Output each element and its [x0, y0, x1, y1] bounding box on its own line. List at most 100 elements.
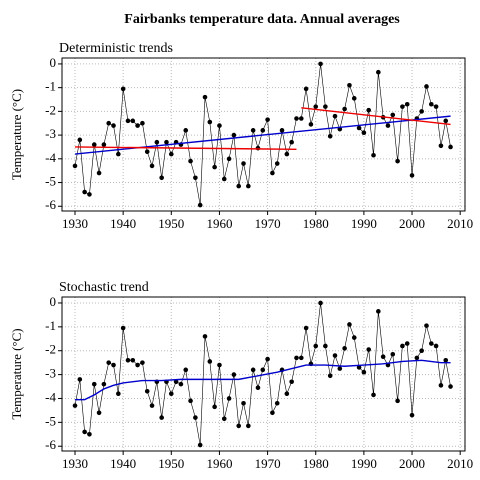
data-point: [197, 202, 203, 208]
data-point: [376, 309, 381, 314]
data-point: [409, 173, 415, 178]
y-tick-label: -5: [45, 174, 56, 189]
data-point: [96, 410, 102, 416]
data-point: [303, 325, 309, 331]
data-point: [270, 410, 275, 416]
data-point: [120, 86, 126, 92]
y-axis-label: Temperature (°C): [9, 328, 24, 419]
data-point: [111, 362, 116, 368]
data-point: [404, 341, 410, 346]
data-point: [159, 415, 164, 420]
data-point: [404, 101, 410, 107]
data-point: [202, 334, 208, 339]
data-point: [135, 362, 140, 368]
data-point: [111, 123, 116, 128]
data-point: [274, 400, 280, 406]
data-point: [419, 109, 424, 114]
x-tick-label: 2010: [447, 456, 473, 471]
data-point: [448, 384, 453, 389]
data-point: [149, 163, 155, 169]
data-point: [236, 423, 242, 429]
data-point: [231, 132, 237, 138]
data-point: [106, 360, 112, 365]
data-point: [366, 107, 372, 113]
data-point: [188, 158, 193, 164]
data-point: [265, 117, 270, 122]
data-point: [101, 142, 107, 147]
data-point: [337, 366, 343, 371]
data-point: [241, 400, 246, 406]
data-point: [250, 367, 256, 373]
data-point: [217, 362, 222, 368]
data-point: [106, 120, 112, 126]
data-point: [448, 144, 453, 150]
data-point: [294, 116, 299, 121]
x-tick-label: 2010: [447, 216, 473, 231]
y-tick-label: -3: [45, 126, 56, 141]
data-point: [284, 391, 290, 396]
data-point: [246, 423, 251, 429]
panel-title: Deterministic trends: [59, 41, 173, 56]
data-point: [327, 373, 333, 379]
data-point: [294, 355, 299, 361]
data-point: [183, 367, 189, 373]
data-point: [183, 128, 189, 133]
data-point: [178, 381, 184, 387]
data-point: [116, 391, 121, 396]
x-tick-label: 1990: [351, 216, 377, 231]
data-point: [231, 372, 237, 377]
data-point: [409, 412, 415, 418]
data-point: [72, 163, 78, 169]
data-point: [260, 128, 266, 133]
data-point: [246, 183, 251, 189]
data-point: [308, 122, 314, 127]
data-point: [438, 143, 444, 149]
data-point: [400, 343, 405, 349]
data-point: [428, 101, 434, 107]
trend-line: [74, 146, 297, 151]
data-point: [342, 106, 347, 112]
data-point: [313, 104, 319, 109]
x-tick-label: 1970: [255, 456, 281, 471]
data-point: [284, 151, 290, 157]
y-tick-label: 0: [50, 55, 57, 70]
data-point: [323, 343, 328, 349]
data-point: [212, 164, 217, 170]
data-point: [385, 123, 391, 128]
data-point: [361, 369, 367, 375]
data-point: [395, 158, 400, 164]
data-point: [351, 96, 357, 101]
data-point: [144, 389, 150, 394]
data-point: [149, 403, 155, 408]
data-point: [395, 398, 400, 404]
data-point: [428, 341, 434, 346]
data-point: [140, 120, 145, 126]
data-point: [356, 125, 362, 131]
data-point: [347, 82, 352, 88]
x-tick-label: 1980: [303, 456, 329, 471]
data-point: [154, 139, 160, 145]
data-point: [193, 175, 198, 181]
figure-title: Fairbanks temperature data. Annual avera…: [124, 12, 400, 27]
data-point: [419, 348, 424, 354]
data-point: [424, 84, 429, 89]
data-point: [318, 61, 323, 67]
plot-frame: [61, 57, 466, 212]
data-point: [168, 391, 174, 396]
data-point: [202, 94, 208, 100]
data-point: [164, 139, 169, 145]
data-point: [279, 128, 285, 133]
x-tick-label: 2000: [399, 456, 425, 471]
x-tick-label: 1960: [206, 216, 232, 231]
data-point: [212, 404, 217, 410]
data-point: [82, 189, 87, 195]
data-point: [443, 118, 449, 124]
data-point: [327, 133, 333, 139]
data-point: [221, 176, 227, 182]
x-tick-label: 1940: [110, 216, 136, 231]
data-point: [91, 142, 97, 147]
data-point: [318, 300, 323, 306]
data-point: [159, 175, 164, 181]
data-point: [197, 442, 203, 448]
data-point: [125, 118, 131, 124]
